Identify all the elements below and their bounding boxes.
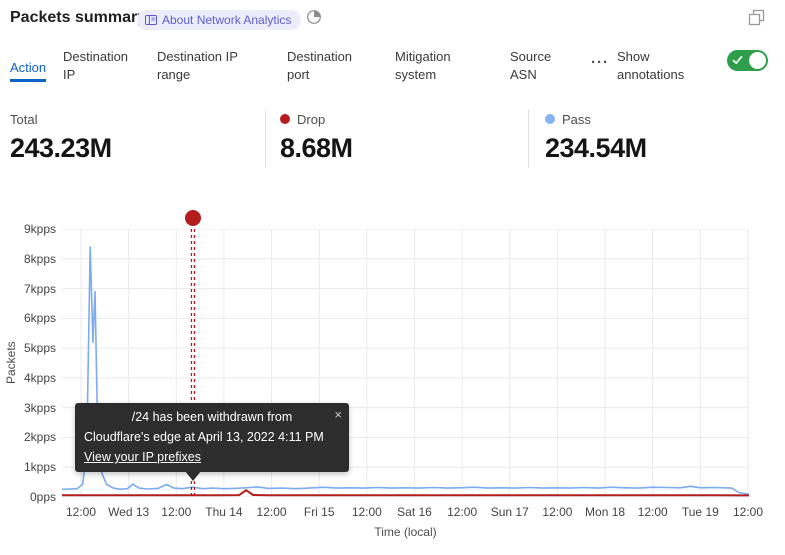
tab-action[interactable]: Action <box>10 59 47 82</box>
annotation-text-line1: /24 has been withdrawn from <box>131 410 293 424</box>
page-title: Packets summary <box>10 9 147 26</box>
x-tick-label: 12:00 <box>732 505 764 519</box>
x-tick-label: Tue 19 <box>681 505 719 519</box>
x-tick-label: 12:00 <box>542 505 573 519</box>
x-tick-label: Thu 14 <box>205 505 243 519</box>
tab-destination-ip[interactable]: Destination IP <box>63 48 143 84</box>
x-tick-label: Sun 17 <box>490 505 529 519</box>
y-tick-label: 9kpps <box>23 222 56 236</box>
toggle-knob <box>749 52 766 69</box>
close-icon[interactable]: × <box>334 407 342 422</box>
y-tick-label: 6kpps <box>23 311 56 326</box>
stat-pass: Pass 234.54M <box>545 112 647 164</box>
y-tick-label: 5kpps <box>23 341 56 356</box>
tab-destination-port-label: Destination port <box>287 49 353 82</box>
x-tick-label: Wed 13 <box>108 505 150 519</box>
x-tick-label: 12:00 <box>447 505 478 519</box>
y-tick-label: 2kpps <box>23 430 56 445</box>
x-tick-label: 12:00 <box>161 505 192 519</box>
stat-drop-value: 8.68M <box>280 133 353 163</box>
x-tick-label: 12:00 <box>65 505 97 519</box>
more-tabs-ellipsis-icon[interactable]: ··· <box>591 54 609 71</box>
pass-legend-dot <box>545 114 555 124</box>
annotation-tooltip: /24 has been withdrawn from Cloudflare's… <box>75 403 349 472</box>
about-network-analytics-link[interactable]: About Network Analytics <box>137 10 302 30</box>
x-tick-label: 12:00 <box>637 505 668 519</box>
drop-legend-dot <box>280 114 290 124</box>
tab-destination-port[interactable]: Destination port <box>287 48 369 84</box>
tab-destination-ip-range-label: Destination IP range <box>157 49 238 82</box>
stat-drop-label: Drop <box>297 111 326 127</box>
tab-action-label: Action <box>10 60 47 75</box>
about-badge-label: About Network Analytics <box>162 13 292 27</box>
x-tick-label: Sat 16 <box>397 505 432 519</box>
stat-drop: Drop 8.68M <box>280 112 353 164</box>
y-tick-label: 1kpps <box>23 460 56 475</box>
tab-source-asn-label: Source ASN <box>510 49 552 82</box>
stat-total-value: 243.23M <box>10 133 112 163</box>
y-tick-label: 3kpps <box>23 400 56 415</box>
tab-destination-ip-label: Destination IP <box>63 49 129 82</box>
annotation-marker-dot[interactable] <box>184 210 201 226</box>
x-axis-title: Time (local) <box>374 525 437 539</box>
packets-chart: Packets Time (local) /24 has been withdr… <box>0 205 785 555</box>
tab-destination-ip-range[interactable]: Destination IP range <box>157 48 263 84</box>
book-icon <box>145 14 157 26</box>
stat-total: Total 243.23M <box>10 112 112 164</box>
popout-icon[interactable] <box>747 8 766 27</box>
stat-pass-value: 234.54M <box>545 133 647 163</box>
x-tick-label: 12:00 <box>256 505 287 519</box>
check-icon <box>732 55 743 65</box>
y-tick-label: 8kpps <box>23 251 56 266</box>
y-tick-label: 7kpps <box>23 281 56 296</box>
tooltip-caret <box>185 471 201 481</box>
view-ip-prefixes-link[interactable]: View your IP prefixes <box>84 450 201 464</box>
tab-source-asn[interactable]: Source ASN <box>510 48 562 84</box>
y-axis-title: Packets <box>4 341 18 385</box>
annotation-text-line2: Cloudflare's edge at April 13, 2022 4:11… <box>84 430 324 444</box>
x-tick-label: Mon 18 <box>585 505 626 519</box>
y-tick-label: 0pps <box>29 490 56 504</box>
x-tick-label: Fri 15 <box>303 505 335 519</box>
stat-pass-label: Pass <box>562 111 591 127</box>
show-annotations-toggle[interactable] <box>727 50 768 71</box>
series-line-drop <box>62 489 750 497</box>
series-line-pass <box>61 246 750 496</box>
time-icon[interactable] <box>306 9 322 25</box>
stat-total-label: Total <box>10 111 38 127</box>
y-tick-label: 4kpps <box>23 370 56 385</box>
show-annotations-label: Show annotations <box>617 49 685 82</box>
tab-mitigation-system-label: Mitigation system <box>395 49 451 82</box>
stat-divider <box>265 110 266 168</box>
tab-mitigation-system[interactable]: Mitigation system <box>395 48 475 84</box>
x-tick-label: 12:00 <box>351 505 382 519</box>
stat-divider <box>528 110 529 168</box>
